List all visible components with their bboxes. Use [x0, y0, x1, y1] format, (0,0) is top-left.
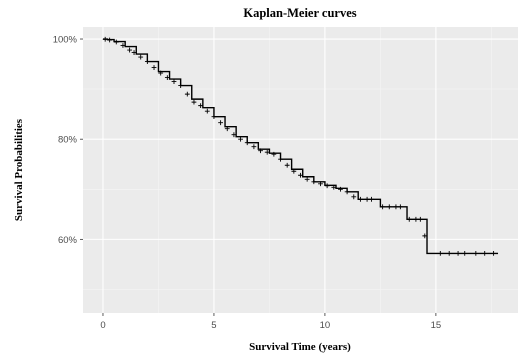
- censor-mark: [238, 136, 243, 142]
- censor-mark: [264, 149, 270, 155]
- censor-mark: [278, 156, 283, 162]
- x-tick-label: 15: [431, 320, 442, 331]
- censor-mark: [413, 216, 419, 222]
- censor-mark: [178, 83, 184, 89]
- censor-mark: [144, 59, 150, 64]
- censor-mark: [331, 184, 337, 190]
- y-tick-label: 100%: [53, 35, 78, 46]
- censor-mark: [298, 172, 303, 178]
- censor-mark: [397, 204, 403, 210]
- plot-panel: [83, 27, 518, 313]
- censor-mark: [324, 183, 330, 189]
- censor-mark: [369, 196, 374, 202]
- censor-mark: [151, 65, 157, 70]
- chart-title: Kaplan-Meier curves: [243, 6, 356, 20]
- censor-mark: [218, 120, 224, 126]
- censor-mark: [271, 151, 277, 157]
- censor-mark: [491, 250, 496, 256]
- censor-mark: [364, 196, 370, 202]
- censor-mark: [351, 194, 357, 200]
- censor-mark: [107, 37, 113, 43]
- censor-mark: [120, 43, 126, 48]
- censor-mark: [127, 47, 133, 53]
- y-tick-label: 60%: [58, 235, 78, 246]
- y-tick-label: 80%: [58, 135, 78, 146]
- censor-mark: [198, 103, 204, 109]
- censor-mark: [158, 70, 164, 76]
- censor-mark: [304, 176, 310, 182]
- censor-marks: [102, 36, 496, 256]
- censor-mark: [406, 216, 412, 222]
- censor-mark: [318, 181, 323, 187]
- censor-mark: [224, 126, 230, 132]
- grid-lines: [83, 27, 518, 313]
- x-tick-label: 5: [211, 320, 216, 331]
- censor-mark: [358, 196, 363, 202]
- censor-mark: [251, 144, 257, 150]
- censor-mark: [446, 250, 452, 256]
- y-axis-title: Survival Probabilities: [13, 118, 25, 221]
- censor-mark: [164, 75, 170, 80]
- censor-mark: [344, 189, 350, 195]
- censor-mark: [284, 162, 290, 168]
- y-axis-ticks: 60% 80% 100%: [53, 35, 83, 246]
- censor-mark: [386, 204, 392, 210]
- censor-mark: [113, 39, 119, 45]
- censor-mark: [455, 250, 461, 256]
- censor-mark: [184, 91, 190, 97]
- censor-mark: [417, 216, 423, 222]
- censor-mark: [258, 148, 263, 154]
- censor-mark: [380, 204, 386, 210]
- censor-mark: [338, 186, 343, 192]
- censor-mark: [131, 50, 137, 55]
- censor-mark: [462, 250, 468, 256]
- censor-mark: [437, 250, 443, 256]
- censor-mark: [211, 114, 217, 120]
- censor-mark: [138, 54, 144, 60]
- censor-mark: [482, 250, 488, 256]
- censor-mark: [204, 108, 210, 114]
- censor-mark: [473, 250, 479, 256]
- censor-mark: [231, 132, 237, 138]
- x-tick-label: 0: [100, 320, 105, 331]
- censor-mark: [102, 36, 108, 42]
- censor-mark: [244, 140, 250, 146]
- censor-mark: [422, 233, 428, 239]
- censor-mark: [393, 204, 399, 210]
- x-axis-ticks: 0 5 10 15: [100, 313, 441, 331]
- x-axis-title: Survival Time (years): [249, 341, 351, 353]
- censor-mark: [291, 168, 297, 174]
- censor-mark: [311, 179, 317, 185]
- censor-mark: [191, 99, 197, 105]
- censor-mark: [171, 79, 177, 84]
- x-tick-label: 10: [320, 320, 331, 331]
